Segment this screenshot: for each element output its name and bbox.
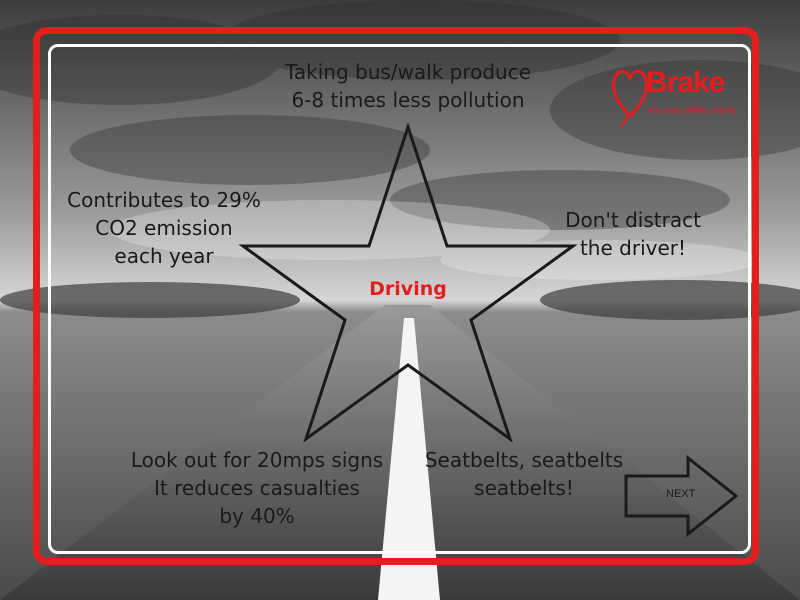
- fact-bottom-left-line-3: by 40%: [219, 504, 295, 528]
- fact-right-line-1: Don't distract: [565, 208, 701, 232]
- fact-right-line-2: the driver!: [579, 236, 687, 260]
- fact-left-line-1: Contributes to 29%: [67, 188, 261, 212]
- fact-top-line-1: Taking bus/walk produce: [284, 60, 532, 84]
- inner-white-frame: [48, 44, 751, 554]
- fact-bottom-left: Look out for 20mps signs It reduces casu…: [112, 446, 402, 530]
- fact-left-line-3: each year: [114, 244, 214, 268]
- fact-top-line-2: 6-8 times less pollution: [291, 88, 525, 112]
- fact-left-line-2: CO2 emission: [95, 216, 233, 240]
- center-label: Driving: [369, 278, 447, 300]
- fact-left: Contributes to 29% CO2 emission each yea…: [52, 186, 276, 270]
- fact-top: Taking bus/walk produce 6-8 times less p…: [258, 58, 558, 114]
- next-button[interactable]: NEXT: [622, 454, 740, 538]
- fact-bottom-right-line-1: Seatbelts, seatbelts: [424, 448, 624, 472]
- logo-tagline: the road safety charity: [648, 105, 737, 115]
- fact-bottom-right-line-2: seatbelts!: [474, 476, 574, 500]
- fact-right: Don't distract the driver!: [548, 206, 718, 262]
- fact-bottom-left-line-1: Look out for 20mps signs: [130, 448, 384, 472]
- outer-red-frame: [33, 27, 759, 565]
- heart-icon: [612, 70, 648, 127]
- next-button-label: NEXT: [666, 488, 696, 500]
- logo-name: Brake: [646, 66, 725, 99]
- next-arrow-icon: [624, 454, 739, 538]
- fact-bottom-left-line-2: It reduces casualties: [154, 476, 360, 500]
- fact-bottom-right: Seatbelts, seatbelts seatbelts!: [412, 446, 636, 502]
- brake-logo: Brake the road safety charity: [610, 58, 740, 128]
